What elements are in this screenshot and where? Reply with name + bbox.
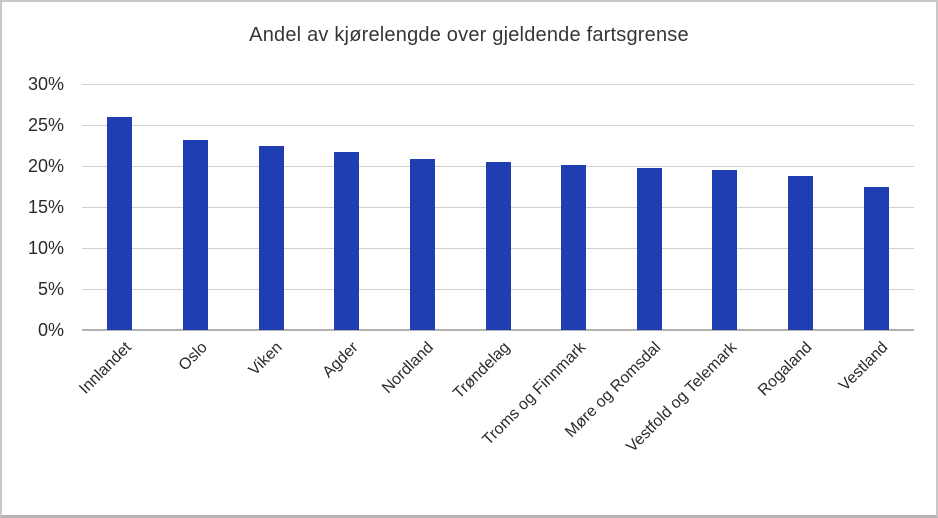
x-axis-line bbox=[82, 329, 914, 331]
y-axis-tick-label: 15% bbox=[27, 197, 64, 217]
x-axis-category-label: Rogaland bbox=[755, 339, 816, 400]
bar-troms-og-finnmark bbox=[561, 165, 587, 330]
bar-vestland bbox=[863, 186, 889, 330]
x-axis-category-label: Vestland bbox=[835, 339, 892, 395]
y-axis-tick-label: 10% bbox=[27, 238, 64, 258]
y-axis-tick-label: 0% bbox=[37, 320, 64, 340]
bar-tr-ndelag bbox=[485, 161, 511, 330]
bar-vestfold-og-telemark bbox=[712, 170, 738, 330]
bar-rogaland bbox=[788, 175, 814, 330]
y-axis-tick-label: 30% bbox=[27, 74, 64, 94]
y-axis-tick-label: 20% bbox=[27, 156, 64, 176]
x-axis-category-label: Innlandet bbox=[76, 339, 135, 398]
bar-oslo bbox=[182, 139, 208, 330]
x-axis-category-label: Agder bbox=[319, 339, 362, 382]
gridline bbox=[82, 125, 914, 126]
y-axis-tick-label: 25% bbox=[27, 115, 64, 135]
y-axis-tick-label: 5% bbox=[37, 279, 64, 299]
x-axis-category-label: Nordland bbox=[379, 339, 438, 397]
bar-m-re-og-romsdal bbox=[636, 167, 662, 330]
gridline bbox=[82, 84, 914, 85]
bar-nordland bbox=[409, 159, 435, 330]
bar-viken bbox=[258, 146, 284, 330]
chart-title: Andel av kjørelengde over gjeldende fart… bbox=[249, 24, 689, 46]
bar-innlandet bbox=[107, 116, 133, 330]
x-axis-category-label: Viken bbox=[245, 339, 287, 380]
bar-agder bbox=[334, 152, 360, 330]
x-axis-category-label: Trøndelag bbox=[449, 339, 514, 403]
x-axis-category-label: Oslo bbox=[175, 339, 211, 375]
